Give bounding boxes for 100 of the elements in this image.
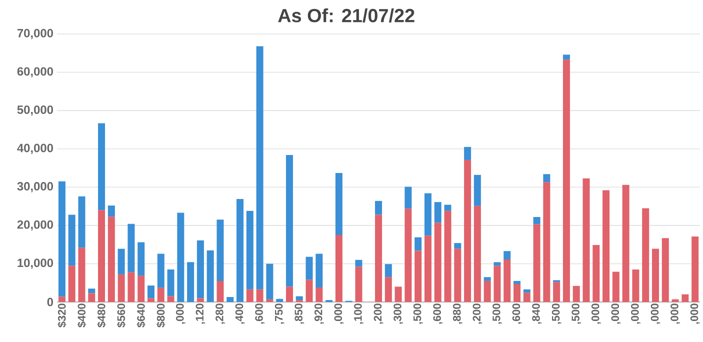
bar — [454, 248, 462, 302]
y-tick-label: 0 — [47, 298, 53, 306]
bar — [58, 181, 66, 297]
bar — [533, 224, 540, 302]
x-tick-label: ,000 — [176, 304, 186, 324]
bar — [266, 299, 274, 302]
bar — [572, 286, 580, 302]
x-tick-label: ,100 — [354, 304, 364, 324]
bar — [167, 269, 174, 296]
bar — [206, 250, 214, 302]
bar — [355, 266, 362, 302]
bar — [424, 236, 432, 302]
bar — [177, 212, 184, 302]
bar — [138, 242, 145, 276]
x-tick-label: ,600 — [433, 304, 443, 324]
bar — [504, 251, 511, 260]
bar — [355, 260, 362, 267]
x-tick-label: ,400 — [235, 304, 245, 324]
bar — [474, 206, 481, 302]
bar — [306, 256, 313, 280]
bar — [216, 220, 224, 281]
y-tick-label: 10,000 — [18, 258, 53, 269]
bar — [316, 287, 323, 302]
x-tick-label: ,500 — [492, 304, 502, 324]
bar — [632, 269, 640, 302]
bar — [98, 210, 106, 302]
x-tick-label: $800 — [156, 304, 166, 328]
x-tick-label: ,200 — [472, 304, 482, 324]
x-tick-label: $640 — [136, 304, 146, 328]
x-tick-label: ,000 — [334, 304, 344, 324]
x-tick-label: $560 — [116, 304, 126, 328]
bar — [108, 206, 115, 217]
bar — [78, 196, 86, 248]
bar — [226, 297, 234, 302]
bar — [543, 174, 550, 182]
bar — [88, 293, 96, 302]
bar — [404, 208, 412, 302]
y-tick-label: 30,000 — [17, 182, 53, 192]
bar — [196, 298, 204, 302]
chart-title: As Of: 21/07/22 — [278, 8, 414, 22]
bar — [514, 284, 520, 302]
x-tick-label: $320 — [57, 304, 66, 328]
bar — [454, 243, 462, 249]
bar — [296, 296, 303, 300]
y-tick-label: 40,000 — [17, 144, 53, 154]
bar — [514, 280, 520, 284]
bar — [236, 199, 244, 302]
bar — [464, 146, 472, 160]
bar — [652, 248, 659, 302]
bar — [187, 262, 194, 302]
x-tick-label: ,280 — [216, 304, 225, 324]
x-tick-label: ,500 — [572, 304, 582, 324]
x-tick-label: ,000 — [631, 304, 640, 324]
bar — [384, 264, 392, 278]
bar — [592, 244, 600, 302]
bar — [58, 296, 66, 302]
bar — [553, 282, 560, 302]
bar — [157, 254, 164, 288]
bar — [68, 266, 76, 302]
bar — [494, 262, 501, 266]
bar — [384, 277, 392, 302]
bar — [692, 236, 699, 302]
x-tick-label: ,000 — [690, 304, 700, 324]
bar — [128, 224, 135, 272]
bar — [128, 272, 135, 302]
bar — [335, 235, 342, 302]
bar — [612, 272, 620, 302]
bar — [88, 288, 96, 294]
bar — [98, 123, 106, 210]
x-tick-label: ,880 — [452, 304, 462, 324]
bar — [582, 178, 590, 302]
y-tick-label: 20,000 — [17, 220, 53, 231]
bar — [147, 286, 154, 298]
bar — [306, 280, 313, 302]
bar — [474, 174, 481, 206]
bar — [404, 186, 412, 209]
x-tick-label: ,300 — [394, 304, 403, 324]
bar — [68, 214, 76, 266]
bar — [108, 216, 115, 302]
bar — [138, 276, 145, 302]
x-tick-label: ,600 — [255, 304, 264, 324]
bar — [216, 280, 224, 302]
x-tick-label: ,500 — [552, 304, 562, 324]
bar — [504, 260, 511, 302]
bar — [602, 190, 610, 302]
bar — [562, 54, 570, 60]
x-tick-label: ,000 — [650, 304, 660, 324]
x-tick-label: ,850 — [294, 304, 304, 324]
x-tick-label: ,000 — [670, 304, 680, 324]
bar — [444, 204, 452, 211]
bar — [118, 248, 125, 274]
x-tick-label: ,750 — [274, 304, 284, 324]
bar — [276, 298, 284, 302]
bar — [414, 250, 422, 302]
bar — [672, 299, 679, 302]
bar — [523, 289, 530, 293]
x-tick-label: ,840 — [532, 304, 542, 324]
bar — [266, 264, 274, 300]
bar — [256, 289, 264, 302]
bar — [246, 289, 254, 302]
